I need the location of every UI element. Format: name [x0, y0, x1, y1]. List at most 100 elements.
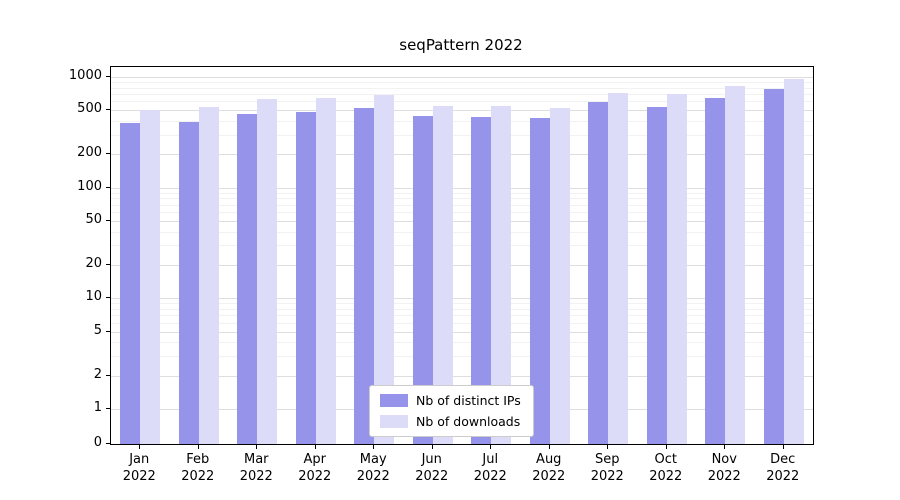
major-gridline	[111, 375, 813, 377]
minor-gridline	[111, 322, 813, 324]
bar-distinct-ips	[471, 117, 492, 444]
bar-downloads	[374, 94, 395, 444]
y-tick-mark	[106, 186, 110, 188]
y-tick-mark	[106, 75, 110, 77]
legend-label-downloads: Nb of downloads	[416, 414, 521, 429]
bar-distinct-ips	[646, 107, 667, 444]
bar-distinct-ips	[763, 88, 784, 444]
bar-downloads	[666, 94, 687, 444]
legend-swatch-distinct-ips	[380, 394, 408, 407]
x-tick-mark	[782, 445, 784, 449]
legend-swatch-downloads	[380, 415, 408, 428]
x-tick-mark	[197, 445, 199, 449]
y-tick-label: 200	[77, 145, 102, 161]
minor-gridline	[111, 309, 813, 311]
x-tick-label: Oct 2022	[649, 452, 683, 484]
bar-downloads	[432, 105, 453, 444]
major-gridline	[111, 220, 813, 222]
y-tick-label: 1000	[68, 67, 102, 83]
minor-gridline	[111, 120, 813, 122]
minor-gridline	[111, 192, 813, 194]
x-tick-label: Apr 2022	[298, 452, 332, 484]
minor-gridline	[111, 87, 813, 89]
major-gridline	[111, 110, 813, 112]
x-tick-mark	[548, 445, 550, 449]
minor-gridline	[111, 231, 813, 233]
bar-distinct-ips	[237, 113, 258, 444]
minor-gridline	[111, 94, 813, 96]
bar-downloads	[198, 107, 219, 444]
bar-downloads	[725, 85, 746, 444]
minor-gridline	[111, 212, 813, 214]
bar-distinct-ips	[120, 123, 141, 444]
y-tick-label: 100	[77, 178, 102, 194]
bar-downloads	[608, 92, 629, 444]
y-tick-mark	[106, 219, 110, 221]
bar-downloads	[549, 107, 570, 444]
x-tick-mark	[431, 445, 433, 449]
x-tick-label: Mar 2022	[239, 452, 273, 484]
bar-distinct-ips	[295, 112, 316, 444]
major-gridline	[111, 154, 813, 156]
minor-gridline	[111, 134, 813, 136]
x-tick-mark	[607, 445, 609, 449]
y-tick-label: 5	[93, 322, 102, 338]
x-tick-mark	[139, 445, 141, 449]
bar-distinct-ips	[588, 102, 609, 444]
x-tick-label: Feb 2022	[181, 452, 215, 484]
minor-gridline	[111, 342, 813, 344]
y-tick-mark	[106, 374, 110, 376]
bar-downloads	[491, 106, 512, 444]
x-tick-label: Jan 2022	[122, 452, 156, 484]
bar-distinct-ips	[178, 121, 199, 444]
bar-distinct-ips	[354, 108, 375, 444]
y-tick-mark	[106, 109, 110, 111]
x-tick-label: Dec 2022	[766, 452, 800, 484]
x-tick-mark	[665, 445, 667, 449]
bar-distinct-ips	[705, 98, 726, 444]
x-tick-mark	[314, 445, 316, 449]
minor-gridline	[111, 198, 813, 200]
major-gridline	[111, 264, 813, 266]
x-tick-label: Jul 2022	[473, 452, 507, 484]
y-tick-mark	[106, 297, 110, 299]
major-gridline	[111, 187, 813, 189]
bar-distinct-ips	[412, 115, 433, 444]
y-tick-label: 2	[93, 366, 102, 382]
y-tick-label: 50	[85, 211, 102, 227]
minor-gridline	[111, 356, 813, 358]
bar-distinct-ips	[529, 118, 550, 444]
x-tick-mark	[490, 445, 492, 449]
minor-gridline	[111, 315, 813, 317]
minor-gridline	[111, 245, 813, 247]
y-tick-label: 1	[93, 400, 102, 415]
major-gridline	[111, 331, 813, 333]
y-tick-mark	[106, 263, 110, 265]
y-tick-mark	[106, 330, 110, 332]
y-tick-mark	[106, 443, 110, 444]
x-tick-label: Nov 2022	[707, 452, 741, 484]
y-tick-label: 10	[85, 289, 102, 305]
minor-gridline	[111, 204, 813, 206]
minor-gridline	[111, 303, 813, 305]
plot-area: Nb of distinct IPs Nb of downloads	[110, 66, 814, 445]
y-tick-mark	[106, 408, 110, 409]
x-tick-label: May 2022	[356, 452, 390, 484]
x-tick-mark	[724, 445, 726, 449]
major-gridline	[111, 298, 813, 300]
x-tick-mark	[256, 445, 258, 449]
legend-entry-downloads: Nb of downloads	[380, 414, 521, 429]
minor-gridline	[111, 81, 813, 83]
x-tick-label: Sep 2022	[590, 452, 624, 484]
y-tick-label: 20	[85, 255, 102, 271]
major-gridline	[111, 76, 813, 78]
y-tick-label: 0	[93, 435, 102, 450]
legend-entry-distinct-ips: Nb of distinct IPs	[380, 393, 521, 408]
y-tick-mark	[106, 153, 110, 155]
y-tick-label: 500	[77, 101, 102, 117]
chart-title: seqPattern 2022	[399, 36, 523, 54]
minor-gridline	[111, 101, 813, 103]
x-tick-label: Aug 2022	[532, 452, 566, 484]
bar-downloads	[315, 98, 336, 444]
